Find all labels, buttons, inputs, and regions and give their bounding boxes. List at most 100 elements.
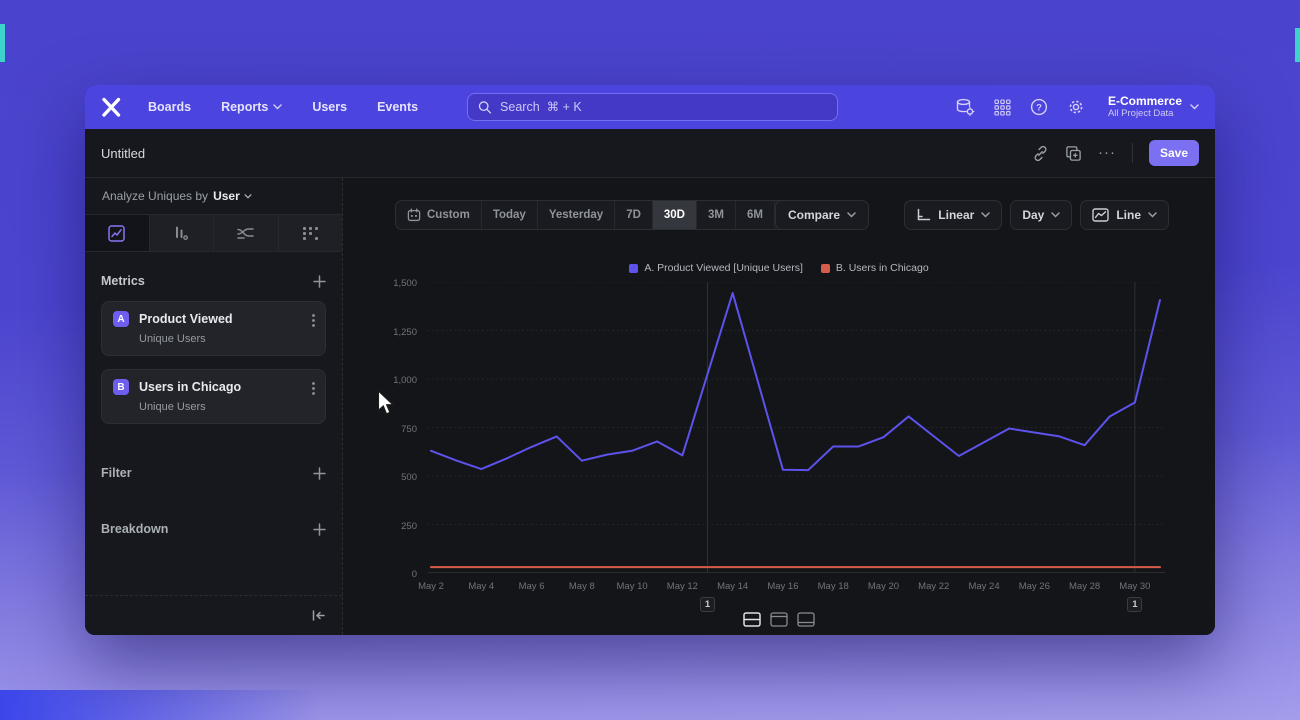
x-tick-label: May 20 (867, 581, 900, 592)
copy-link-icon[interactable] (1032, 145, 1049, 162)
metric-b-title: Users in Chicago (139, 380, 242, 394)
metric-b-subtitle[interactable]: Unique Users (139, 401, 206, 413)
tab-retention[interactable] (279, 215, 343, 251)
search-bar[interactable] (467, 93, 838, 121)
calendar-icon (407, 208, 421, 222)
add-breakdown-button[interactable] (313, 522, 326, 536)
project-name: E-Commerce (1107, 94, 1182, 108)
metric-a-menu-icon[interactable] (312, 314, 315, 332)
nav-item-boards-label: Boards (148, 100, 192, 114)
range-3m[interactable]: 3M (697, 201, 736, 229)
metric-card-a[interactable]: A Product Viewed Unique Users (101, 301, 326, 356)
help-icon[interactable]: ? (1030, 98, 1048, 116)
interval-label: Day (1022, 208, 1045, 222)
nav-item-reports-label: Reports (221, 100, 269, 114)
data-management-icon[interactable] (955, 98, 975, 117)
report-title[interactable]: Untitled (101, 145, 146, 161)
x-tick-label: May 4 (468, 581, 495, 592)
analyze-entity-dropdown[interactable]: User (213, 189, 252, 203)
range-7d[interactable]: 7D (615, 201, 653, 229)
add-metric-button[interactable] (313, 274, 326, 288)
scale-dropdown[interactable]: Linear (904, 200, 1003, 230)
annotation-badge[interactable]: 1 (700, 597, 716, 612)
metric-a-subtitle[interactable]: Unique Users (139, 333, 206, 345)
search-icon (478, 100, 492, 114)
legend-item-a[interactable]: A. Product Viewed [Unique Users] (629, 262, 803, 274)
tab-flows[interactable] (214, 215, 279, 251)
nav-item-reports[interactable]: Reports (221, 100, 283, 114)
project-scope: All Project Data (1107, 108, 1174, 119)
x-tick-label: May 28 (1069, 581, 1101, 592)
chart-style-dropdown[interactable]: Line (1080, 200, 1169, 230)
save-button[interactable]: Save (1148, 140, 1199, 166)
layout-chart-large-button[interactable] (770, 612, 788, 627)
settings-gear-icon[interactable] (1067, 98, 1085, 116)
metric-card-b[interactable]: B Users in Chicago Unique Users (101, 369, 326, 424)
range-30d-label: 30D (663, 209, 685, 221)
line-style-icon (1092, 208, 1110, 222)
compare-dropdown[interactable]: Compare (775, 200, 870, 230)
legend-swatch (629, 263, 639, 273)
analyze-entity-value: User (213, 189, 240, 203)
layout-split-equal-button[interactable] (743, 612, 761, 627)
legend-label: B. Users in Chicago (835, 262, 929, 274)
nav-item-users[interactable]: Users (312, 100, 347, 114)
range-6m[interactable]: 6M (736, 201, 775, 229)
annotation-badge[interactable]: 1 (1127, 597, 1143, 612)
interval-dropdown[interactable]: Day (1010, 200, 1073, 230)
query-builder-sidebar: Analyze Uniques by User (85, 178, 343, 635)
bar-chart-icon (176, 226, 189, 241)
range-yesterday-label: Yesterday (548, 209, 604, 221)
analyze-uniques-row: Analyze Uniques by User (85, 178, 342, 215)
x-tick-label: May 6 (518, 581, 545, 592)
y-tick-label: 500 (401, 472, 417, 483)
chevron-down-icon (1190, 104, 1199, 110)
range-custom[interactable]: Custom (396, 201, 482, 229)
layout-table-large-button[interactable] (797, 612, 815, 627)
collapse-sidebar-icon[interactable] (311, 609, 326, 622)
range-yesterday[interactable]: Yesterday (538, 201, 616, 229)
nav-item-events[interactable]: Events (377, 100, 418, 114)
y-tick-label: 250 (401, 520, 417, 532)
mixpanel-logo-icon[interactable] (101, 97, 122, 118)
metrics-header: Metrics (101, 274, 145, 288)
metric-a-title: Product Viewed (139, 312, 233, 326)
legend-item-b[interactable]: B. Users in Chicago (820, 262, 929, 274)
x-axis-labels: May 2 May 4 May 6 May 8 May 10 May 12 May 14 Ma… (418, 581, 1165, 595)
chevron-down-icon (244, 193, 252, 199)
tab-insights-line[interactable] (85, 215, 150, 251)
y-tick-label: 1,250 (393, 326, 417, 338)
line-chart[interactable] (428, 282, 1165, 573)
project-switcher[interactable]: E-Commerce All Project Data (1108, 94, 1199, 120)
search-input[interactable] (500, 100, 827, 114)
x-tick-label: May 16 (767, 581, 799, 592)
y-axis-labels: 0 250 500 750 1,000 1,250 1,500 (343, 278, 421, 580)
x-tick-label: May 10 (616, 581, 648, 592)
range-7d-label: 7D (626, 209, 641, 221)
x-tick-label: May 18 (817, 581, 849, 592)
range-today[interactable]: Today (482, 201, 538, 229)
app-window: Boards Reports Users Events (85, 85, 1215, 635)
range-6m-label: 6M (746, 209, 763, 221)
apps-grid-icon[interactable] (994, 98, 1011, 116)
more-options-button[interactable]: ··· (1097, 144, 1116, 161)
duplicate-icon[interactable] (1065, 145, 1082, 162)
chevron-down-icon (1051, 212, 1061, 218)
add-filter-button[interactable] (313, 466, 326, 480)
range-custom-label: Custom (427, 209, 470, 221)
backdrop-teal-accent-left (0, 24, 5, 62)
legend-label: A. Product Viewed [Unique Users] (644, 262, 803, 274)
nav-item-boards[interactable]: Boards (148, 100, 191, 114)
breakdown-header: Breakdown (101, 522, 169, 536)
tab-bar-chart[interactable] (150, 215, 214, 251)
metric-b-menu-icon[interactable] (312, 382, 315, 400)
y-tick-label: 750 (401, 423, 417, 435)
nav-item-users-label: Users (312, 100, 348, 114)
chart-style-label: Line (1116, 208, 1141, 222)
series-line-a[interactable] (430, 292, 1161, 472)
y-tick-label: 0 (411, 569, 417, 580)
y-tick-label: 1,500 (393, 278, 417, 289)
range-30d[interactable]: 30D (652, 201, 697, 229)
chevron-down-icon (847, 212, 856, 218)
x-tick-label: May 26 (1018, 581, 1050, 592)
